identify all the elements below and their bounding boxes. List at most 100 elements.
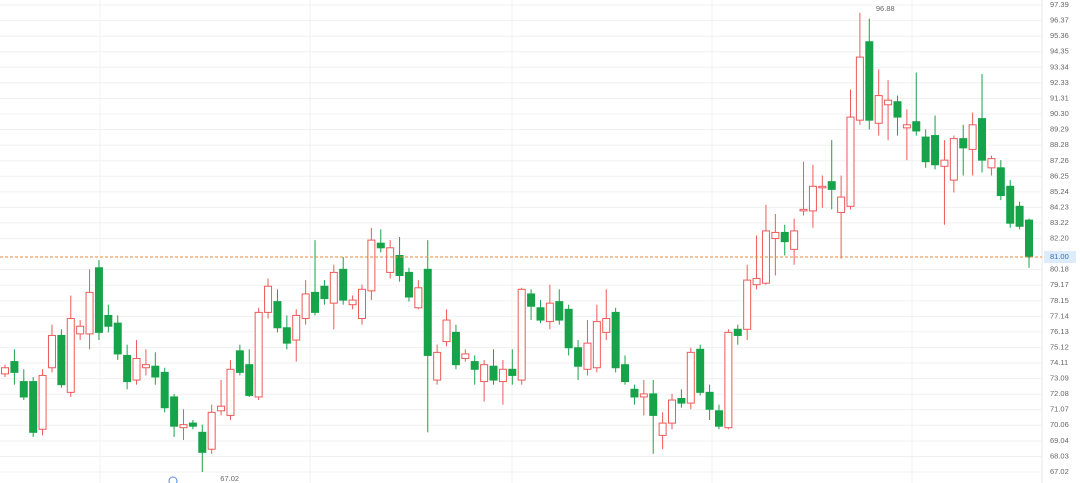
candle-body (583, 342, 592, 370)
candle-body (1025, 219, 1033, 258)
candle-body (160, 371, 169, 409)
candle-body (433, 351, 442, 381)
candle-body (217, 405, 226, 412)
candle-body (902, 124, 911, 129)
candle-body (311, 291, 320, 313)
y-tick-label: 77.14 (1050, 311, 1069, 320)
info-icon[interactable] (168, 476, 178, 483)
candle-body (714, 410, 723, 427)
candle-body (395, 254, 404, 276)
candle-body (235, 350, 244, 373)
y-tick-label: 83.22 (1050, 218, 1069, 227)
y-tick-label: 78.15 (1050, 296, 1069, 305)
candle-body (404, 271, 413, 298)
candle-body (38, 374, 47, 430)
candle-body (855, 56, 864, 121)
candle-body (357, 288, 366, 320)
y-tick-label: 80.18 (1050, 265, 1069, 274)
candle-body (423, 268, 432, 356)
candle-body (799, 208, 808, 212)
candle-body (649, 393, 658, 416)
candle-body (1, 367, 9, 375)
y-tick-label: 82.20 (1050, 234, 1069, 243)
candle-body (884, 99, 893, 106)
candle-body (517, 288, 526, 381)
y-tick-label: 87.26 (1050, 156, 1069, 165)
candle-body (151, 365, 160, 378)
candle-body (179, 424, 188, 429)
candle-body (865, 41, 874, 121)
y-tick-label: 75.12 (1050, 342, 1069, 351)
candle-body (996, 167, 1005, 197)
y-tick-label: 88.28 (1050, 140, 1069, 149)
candle-body (207, 411, 216, 450)
candle-body (47, 334, 56, 369)
candle-body (329, 271, 338, 304)
candle-body (780, 231, 789, 243)
candle-body (639, 393, 648, 398)
candle-body (264, 285, 273, 313)
candle-body (451, 331, 460, 366)
low-label: 67.02 (220, 474, 239, 483)
y-tick-label: 79.17 (1050, 280, 1069, 289)
candle-body (696, 348, 705, 393)
candle-body (489, 365, 498, 381)
candle-body (85, 291, 94, 335)
candle-body (574, 347, 583, 367)
candle-body (480, 364, 489, 383)
candle-body (790, 230, 799, 250)
y-tick-label: 93.34 (1050, 62, 1069, 71)
candle-body (245, 364, 254, 396)
y-tick-label: 96.37 (1050, 16, 1069, 25)
candle-body (987, 158, 996, 169)
candle-body (198, 431, 207, 453)
candle-body (66, 318, 75, 393)
candle-body (724, 331, 733, 429)
candle-body (141, 364, 150, 369)
y-tick-label: 76.13 (1050, 327, 1069, 336)
candle-body (771, 231, 780, 240)
candle-body (414, 287, 423, 309)
candle-body (921, 136, 930, 163)
candle-body (705, 391, 714, 410)
y-tick-label: 68.03 (1050, 451, 1069, 460)
candle-body (1006, 185, 1015, 224)
y-tick-label: 95.36 (1050, 31, 1069, 40)
last-price-box (1044, 251, 1076, 264)
y-tick-label: 85.24 (1050, 187, 1069, 196)
y-tick-label: 69.04 (1050, 436, 1069, 445)
y-tick-label: 97.39 (1050, 0, 1069, 9)
y-tick-label: 73.09 (1050, 374, 1069, 383)
candle-body (29, 381, 38, 433)
y-tick-label: 67.02 (1050, 467, 1069, 476)
last-price-label: 81.00 (1050, 252, 1069, 261)
candle-body (611, 311, 620, 369)
candle-body (808, 185, 817, 212)
candle-body (536, 307, 545, 321)
candle-body (1015, 205, 1024, 227)
candle-body (959, 138, 968, 149)
candle-body (630, 388, 639, 398)
candle-body (104, 314, 113, 327)
candle-body (555, 301, 564, 321)
candle-body (376, 242, 385, 249)
candle-body (733, 328, 742, 336)
candle-body (677, 397, 686, 404)
candle-body (282, 327, 291, 344)
y-tick-label: 89.29 (1050, 125, 1069, 134)
candle-body (658, 422, 667, 436)
candle-body (846, 116, 855, 207)
candle-body (968, 124, 977, 150)
candle-body (940, 159, 949, 167)
candle-body (19, 381, 28, 398)
candle-body (461, 353, 470, 360)
candle-body (348, 299, 357, 306)
y-tick-label: 71.07 (1050, 405, 1069, 414)
candle-body (686, 351, 695, 404)
candle-body (818, 185, 827, 189)
candle-body (320, 285, 329, 300)
candle-body (978, 118, 987, 161)
candle-body (508, 368, 517, 376)
